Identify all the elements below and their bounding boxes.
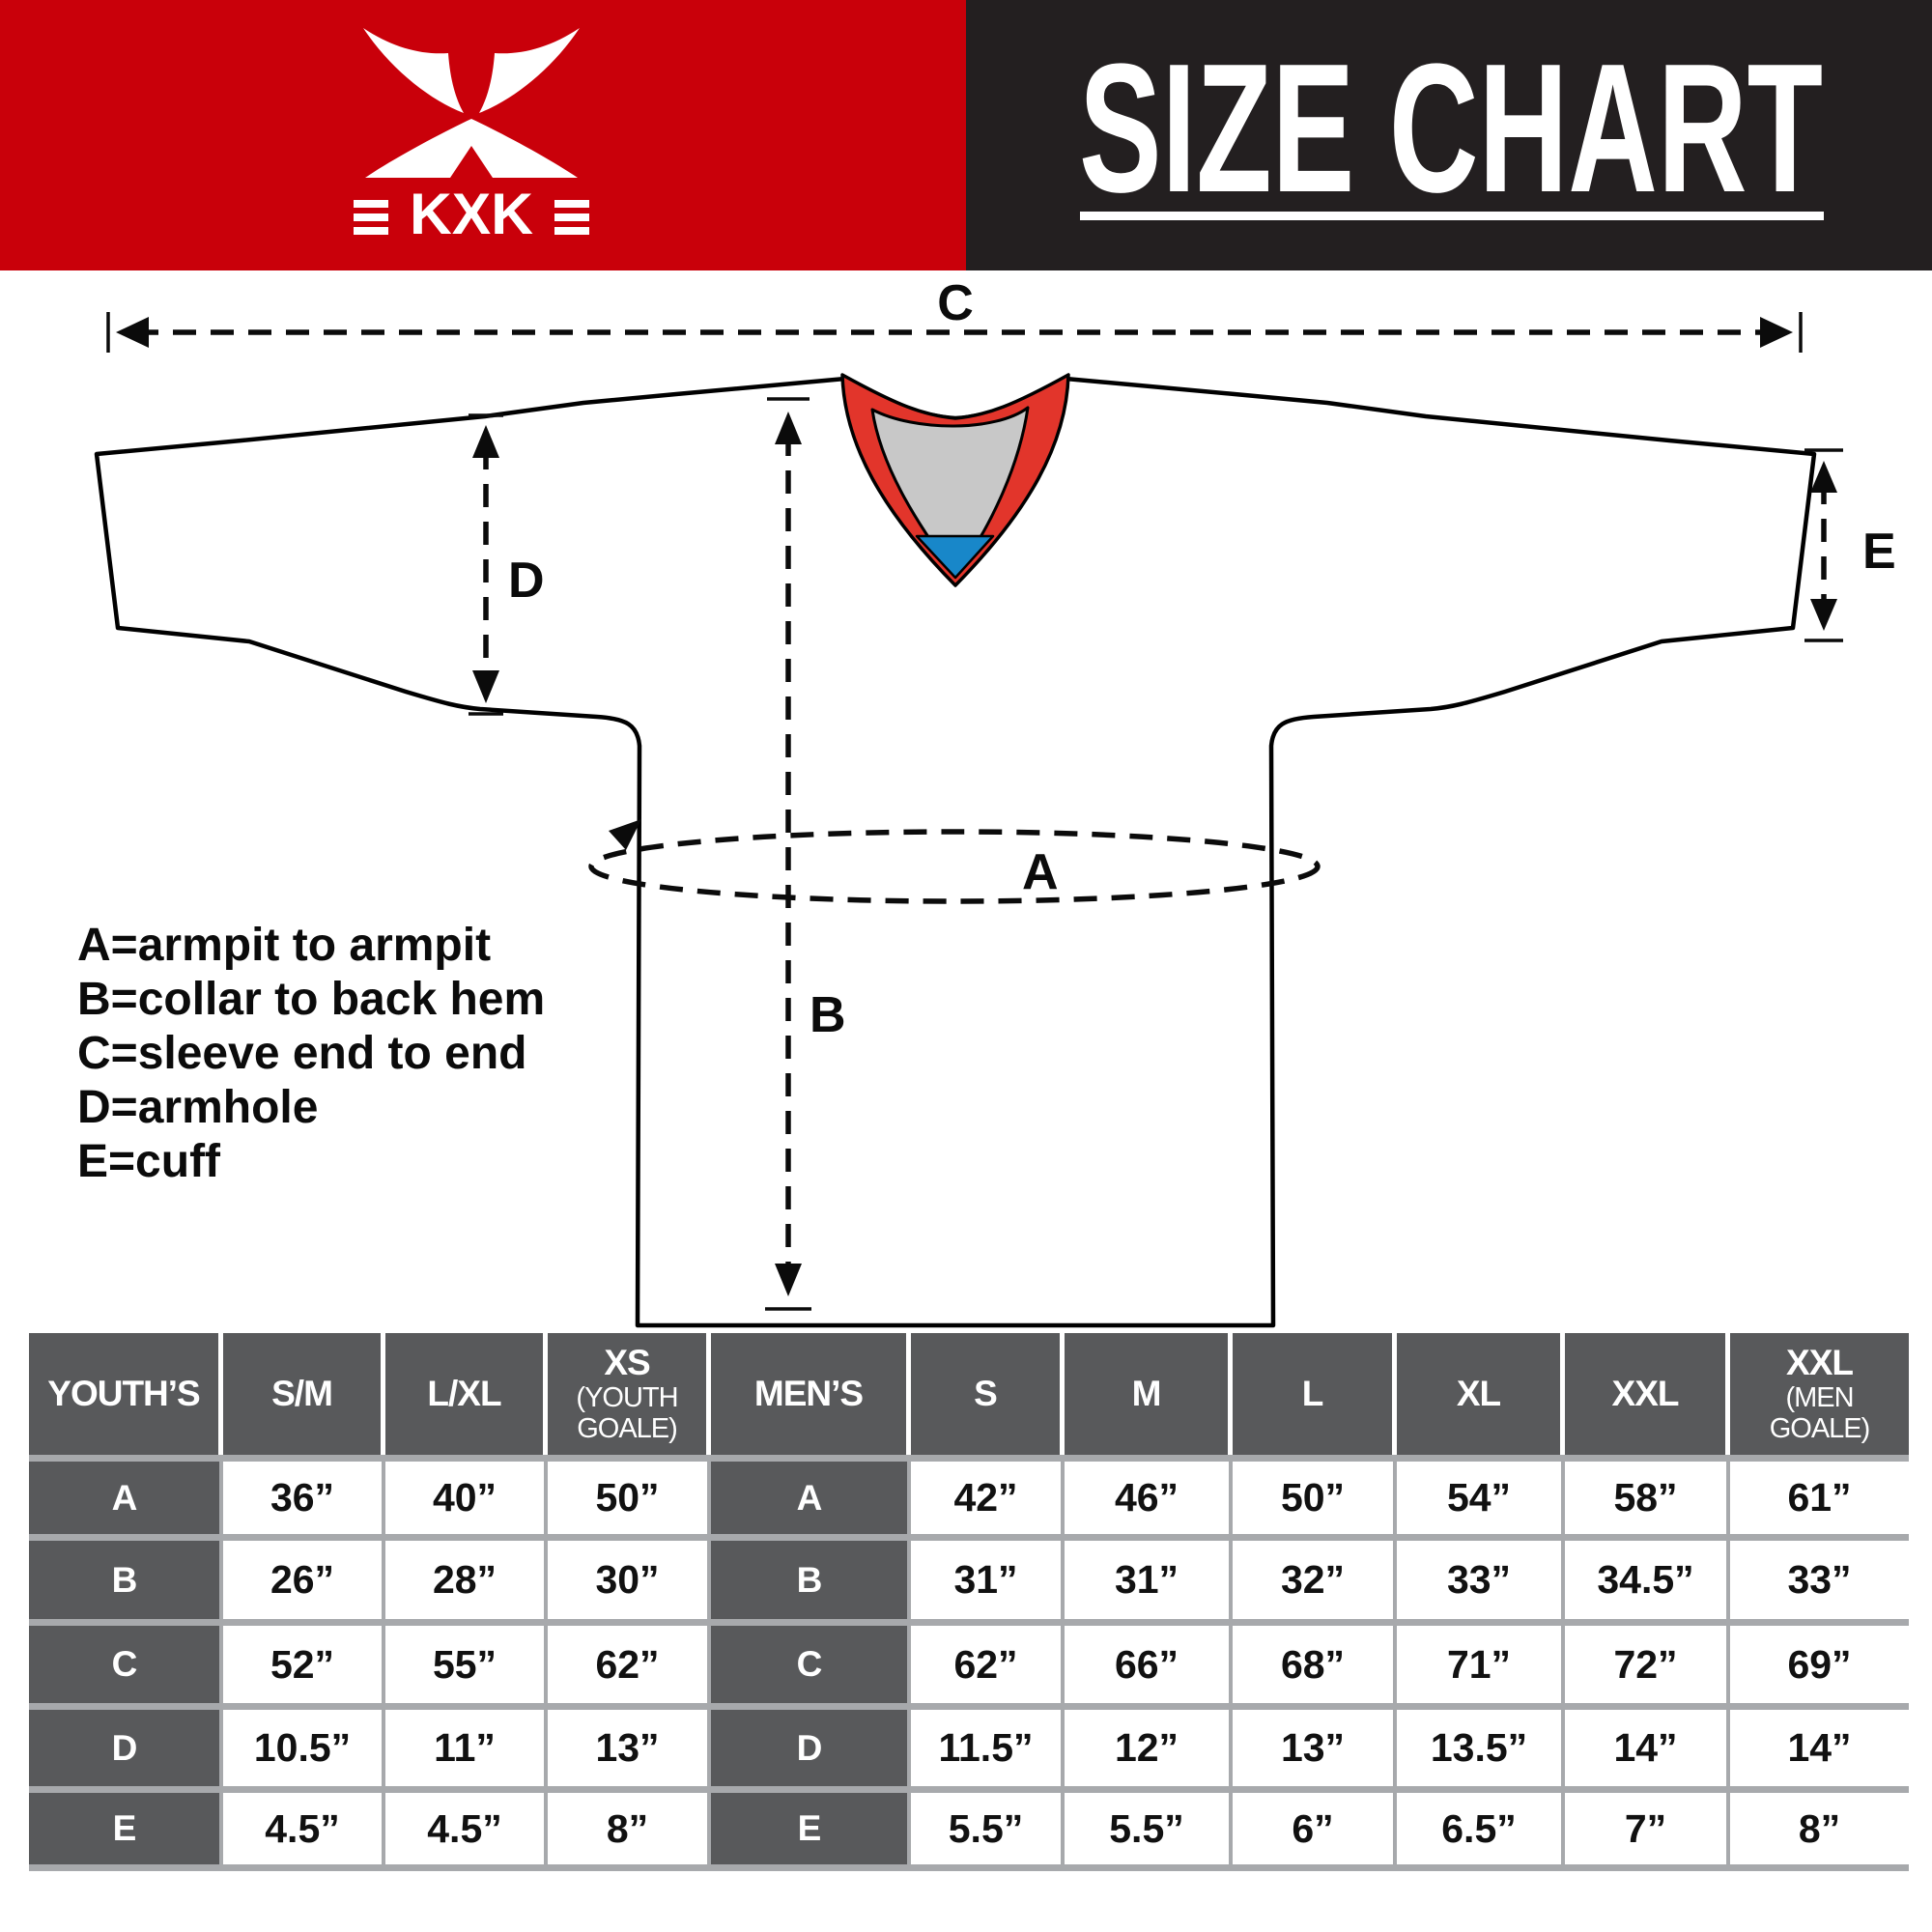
col-header-xl: XL bbox=[1397, 1333, 1565, 1455]
value-e-xxlg: 8” bbox=[1730, 1786, 1909, 1871]
value-a-l: 50” bbox=[1233, 1455, 1397, 1534]
value-c-s: 62” bbox=[911, 1619, 1065, 1703]
value-c-l: 68” bbox=[1233, 1619, 1397, 1703]
collar bbox=[840, 373, 1070, 587]
value-a-lxl: 40” bbox=[385, 1455, 548, 1534]
kxk-logo: KXK bbox=[354, 28, 589, 241]
size-chart-title-block: SIZE CHART bbox=[1079, 26, 1824, 231]
row-label-d-youth: D bbox=[29, 1703, 223, 1786]
value-e-lxl: 4.5” bbox=[385, 1786, 548, 1871]
col-header-m: M bbox=[1065, 1333, 1233, 1455]
collar-blue-insert bbox=[915, 534, 995, 580]
measure-arrow-e bbox=[1804, 448, 1843, 642]
row-label-a-youth: A bbox=[29, 1455, 223, 1534]
col-header-youths: YOUTH’S bbox=[29, 1333, 223, 1455]
row-label-a-men: A bbox=[711, 1455, 911, 1534]
col-header-l: L bbox=[1233, 1333, 1397, 1455]
measure-arrow-d bbox=[469, 413, 503, 716]
label-c: C bbox=[937, 275, 974, 331]
value-c-lxl: 55” bbox=[385, 1619, 548, 1703]
col-header-s: S bbox=[911, 1333, 1065, 1455]
label-a: A bbox=[1022, 844, 1059, 900]
value-d-sm: 10.5” bbox=[223, 1703, 385, 1786]
label-e: E bbox=[1862, 524, 1896, 580]
value-b-s: 31” bbox=[911, 1534, 1065, 1619]
legend-c: C=sleeve end to end bbox=[77, 1028, 527, 1079]
value-d-xs: 13” bbox=[548, 1703, 711, 1786]
logo-right-bars bbox=[554, 200, 589, 235]
jersey-diagram: C D B A E A=armpit to armpit B=collar to… bbox=[77, 275, 1896, 1328]
value-d-m: 12” bbox=[1065, 1703, 1233, 1786]
col-header-sm: S/M bbox=[223, 1333, 385, 1455]
page-title: SIZE CHART bbox=[1079, 26, 1823, 231]
row-label-e-men: E bbox=[711, 1786, 911, 1871]
value-a-xxl: 58” bbox=[1565, 1455, 1730, 1534]
value-e-sm: 4.5” bbox=[223, 1786, 385, 1871]
row-label-c-men: C bbox=[711, 1619, 911, 1703]
collar-inner-gray bbox=[870, 406, 1030, 578]
value-a-xs: 50” bbox=[548, 1455, 711, 1534]
legend-e: E=cuff bbox=[77, 1136, 221, 1187]
value-c-xs: 62” bbox=[548, 1619, 711, 1703]
value-b-xxlg: 33” bbox=[1730, 1534, 1909, 1619]
row-label-d-men: D bbox=[711, 1703, 911, 1786]
legend-d: D=armhole bbox=[77, 1082, 318, 1133]
logo-left-bars bbox=[354, 200, 388, 235]
measure-ellipse-a bbox=[588, 819, 1321, 904]
value-b-xs: 30” bbox=[548, 1534, 711, 1619]
label-b: B bbox=[810, 987, 846, 1043]
legend-b: B=collar to back hem bbox=[77, 974, 545, 1025]
value-a-s: 42” bbox=[911, 1455, 1065, 1534]
value-b-m: 31” bbox=[1065, 1534, 1233, 1619]
measure-arrow-c bbox=[106, 312, 1803, 353]
label-d: D bbox=[508, 553, 545, 609]
legend-a: A=armpit to armpit bbox=[77, 920, 491, 971]
row-label-b-men: B bbox=[711, 1534, 911, 1619]
brand-header-black: SIZE CHART bbox=[966, 0, 1932, 270]
value-c-sm: 52” bbox=[223, 1619, 385, 1703]
value-b-l: 32” bbox=[1233, 1534, 1397, 1619]
value-d-xxl: 14” bbox=[1565, 1703, 1730, 1786]
value-b-xl: 33” bbox=[1397, 1534, 1565, 1619]
value-d-s: 11.5” bbox=[911, 1703, 1065, 1786]
value-a-xxlg: 61” bbox=[1730, 1455, 1909, 1534]
row-label-e-youth: E bbox=[29, 1786, 223, 1871]
value-b-xxl: 34.5” bbox=[1565, 1534, 1730, 1619]
col-header-lxl: L/XL bbox=[385, 1333, 548, 1455]
col-header-xxl: XXL bbox=[1565, 1333, 1730, 1455]
title-underline bbox=[1080, 212, 1824, 220]
value-d-l: 13” bbox=[1233, 1703, 1397, 1786]
value-a-m: 46” bbox=[1065, 1455, 1233, 1534]
value-c-xxlg: 69” bbox=[1730, 1619, 1909, 1703]
value-e-xxl: 7” bbox=[1565, 1786, 1730, 1871]
value-d-xxlg: 14” bbox=[1730, 1703, 1909, 1786]
value-b-sm: 26” bbox=[223, 1534, 385, 1619]
size-table: YOUTH’S S/M L/XL XS (YOUTH GOALE) MEN’S S… bbox=[29, 1333, 1909, 1871]
measure-arrow-b bbox=[765, 397, 811, 1311]
value-d-lxl: 11” bbox=[385, 1703, 548, 1786]
value-a-xl: 54” bbox=[1397, 1455, 1565, 1534]
measurement-legend: A=armpit to armpit B=collar to back hem … bbox=[77, 920, 545, 1187]
col-header-mens: MEN’S bbox=[711, 1333, 911, 1455]
row-label-c-youth: C bbox=[29, 1619, 223, 1703]
value-c-xxl: 72” bbox=[1565, 1619, 1730, 1703]
brand-header-red: KXK bbox=[0, 0, 966, 270]
value-e-xl: 6.5” bbox=[1397, 1786, 1565, 1871]
value-a-sm: 36” bbox=[223, 1455, 385, 1534]
value-e-l: 6” bbox=[1233, 1786, 1397, 1871]
value-e-xs: 8” bbox=[548, 1786, 711, 1871]
row-label-b-youth: B bbox=[29, 1534, 223, 1619]
value-c-xl: 71” bbox=[1397, 1619, 1565, 1703]
value-d-xl: 13.5” bbox=[1397, 1703, 1565, 1786]
value-b-lxl: 28” bbox=[385, 1534, 548, 1619]
value-c-m: 66” bbox=[1065, 1619, 1233, 1703]
kxk-logo-icon bbox=[354, 28, 589, 235]
col-header-xxl-men-goale: XXL (MEN GOALE) bbox=[1730, 1333, 1909, 1455]
value-e-s: 5.5” bbox=[911, 1786, 1065, 1871]
logo-text: KXK bbox=[410, 182, 533, 241]
col-header-xs-youth-goale: XS (YOUTH GOALE) bbox=[548, 1333, 711, 1455]
value-e-m: 5.5” bbox=[1065, 1786, 1233, 1871]
